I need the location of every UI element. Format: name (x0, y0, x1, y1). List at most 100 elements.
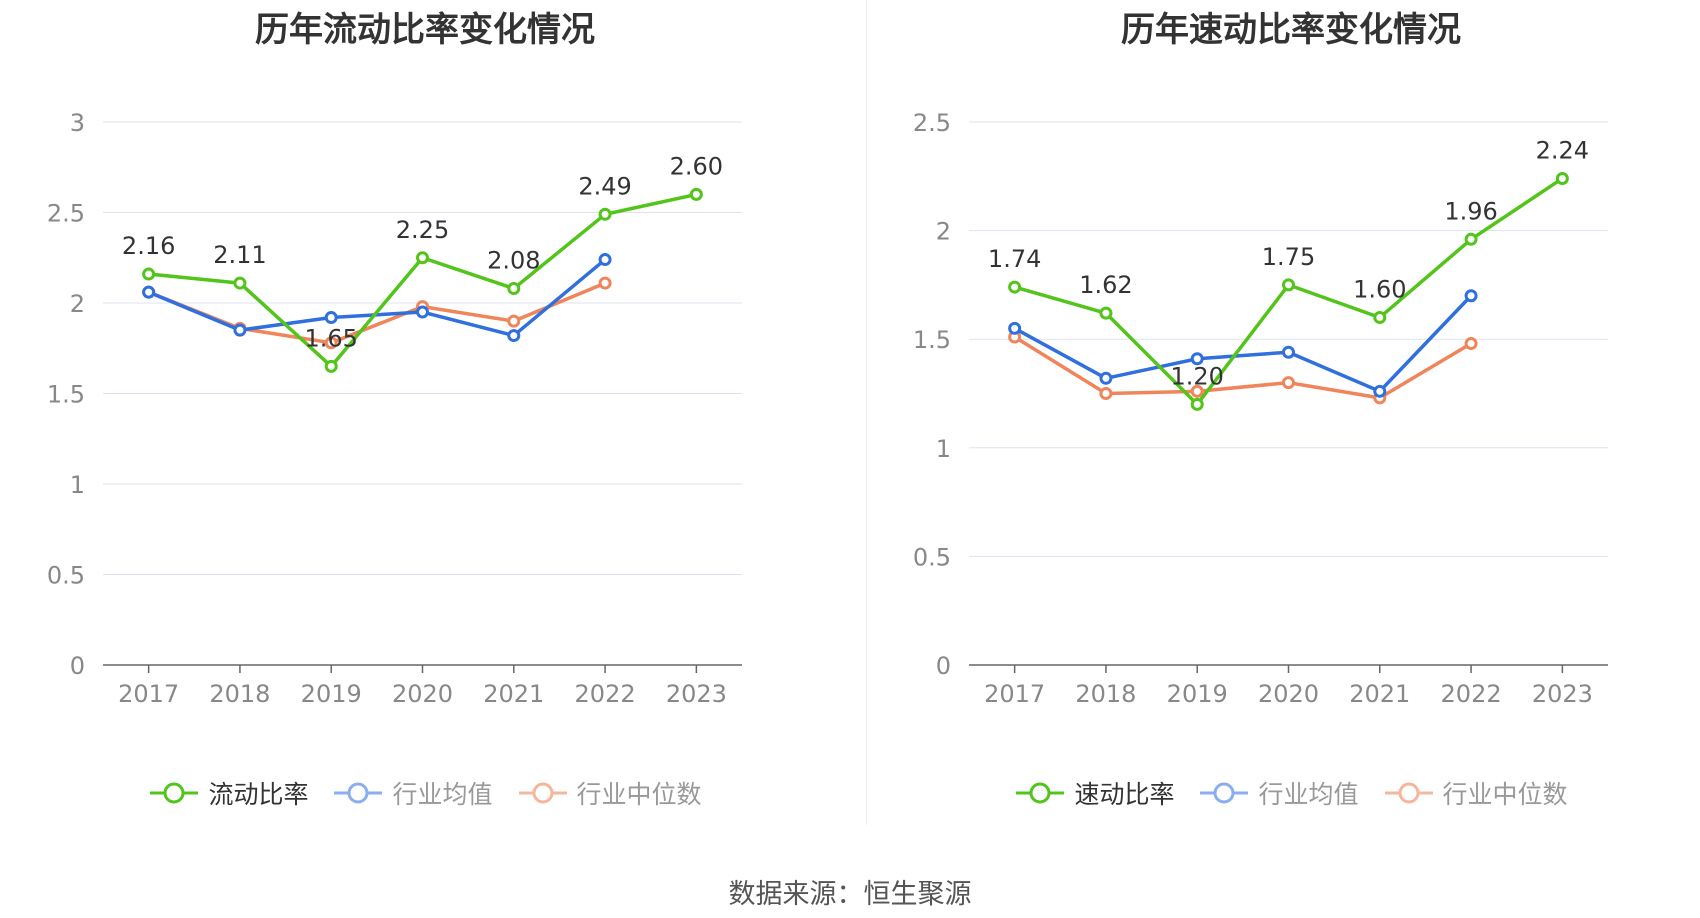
data-label: 1.75 (1262, 243, 1315, 271)
x-tick-label: 2021 (483, 680, 544, 708)
data-point (1190, 352, 1204, 366)
legend-label: 行业中位数 (576, 780, 702, 809)
data-point (324, 359, 338, 373)
x-tick-label: 2019 (301, 680, 362, 708)
legend-item-industry-mean[interactable]: 行业均值 (332, 775, 493, 811)
current-ratio-chart: 历年流动比率变化情况 0 0.5 1 1.5 2 2.5 3 2017 2018 2019 2020… (0, 0, 850, 830)
legend-label: 行业中位数 (1442, 780, 1568, 809)
data-point (324, 336, 338, 350)
data-label: 1.62 (1079, 271, 1132, 299)
legend-item-industry-mean[interactable]: 行业均值 (1198, 775, 1359, 811)
legend-item-quick-ratio[interactable]: 速动比率 (1014, 775, 1174, 811)
data-point (1464, 337, 1478, 351)
data-label: 2.16 (122, 232, 175, 260)
chart-title: 历年速动比率变化情况 (1121, 10, 1461, 50)
y-tick-label: 2.5 (47, 200, 85, 228)
data-point (1464, 289, 1478, 303)
x-tick-label: 2020 (392, 680, 453, 708)
data-point (233, 276, 247, 290)
data-point (142, 267, 156, 281)
data-point (324, 310, 338, 324)
series-line (1013, 335, 1472, 400)
current-ratio-plot: 0 0.5 1 1.5 2 2.5 3 2017 2018 2019 2020 2021 2022 202… (47, 109, 742, 708)
data-label: 2.60 (670, 152, 723, 180)
x-tick-label: 2021 (1349, 680, 1410, 708)
y-tick-label: 3 (70, 109, 85, 137)
data-label: 2.24 (1536, 136, 1589, 164)
legend-label: 行业均值 (392, 780, 493, 809)
data-point (1282, 345, 1295, 359)
data-label: 2.25 (396, 216, 449, 244)
panel-divider (866, 0, 867, 825)
y-tick-label: 1.5 (47, 381, 85, 409)
legend-label: 流动比率 (208, 780, 309, 809)
data-point (507, 329, 521, 343)
data-label: 2.49 (578, 172, 631, 200)
data-label: 1.74 (988, 245, 1041, 273)
data-point (233, 323, 247, 337)
x-tick-label: 2020 (1258, 680, 1319, 708)
legend: 流动比率 行业均值 行业中位数 (0, 775, 850, 811)
y-tick-label: 1.5 (913, 326, 951, 354)
x-tick-label: 2018 (1075, 680, 1136, 708)
quick-ratio-plot: 0 0.5 1 1.5 2 2.5 2017 2018 2019 2020 2021 2022 2023… (913, 109, 1608, 708)
data-label: 1.65 (304, 324, 357, 352)
legend-item-industry-median[interactable]: 行业中位数 (517, 775, 702, 811)
x-tick-label: 2019 (1167, 680, 1228, 708)
series-line (1013, 294, 1473, 394)
data-point (1008, 321, 1022, 335)
data-point (1190, 384, 1204, 398)
quick-ratio-chart: 历年速动比率变化情况 0 0.5 1 1.5 2 2.5 2017 2018 2019 2020 2… (866, 0, 1700, 830)
y-tick-label: 2 (70, 290, 85, 318)
chart-title: 历年流动比率变化情况 (255, 10, 595, 50)
data-point (507, 314, 521, 328)
legend-orange-line-icon (1384, 782, 1433, 804)
legend-label: 速动比率 (1074, 780, 1175, 809)
data-point (1008, 280, 1022, 294)
data-label: 1.20 (1170, 362, 1223, 390)
y-tick-label: 2.5 (913, 109, 951, 137)
data-point (416, 251, 429, 265)
data-point (416, 305, 429, 319)
legend-item-current-ratio[interactable]: 流动比率 (148, 775, 308, 811)
data-point (1282, 278, 1295, 292)
legend-green-line-icon (1016, 782, 1065, 804)
data-point (1099, 306, 1113, 320)
y-tick-label: 0 (70, 652, 85, 680)
data-point (1373, 310, 1387, 324)
x-tick-label: 2017 (118, 680, 179, 708)
y-tick-label: 2 (936, 218, 951, 246)
x-tick-label: 2022 (1441, 680, 1502, 708)
x-tick-label: 2023 (1532, 680, 1593, 708)
data-label: 1.96 (1444, 197, 1497, 225)
data-point (1464, 232, 1478, 246)
y-tick-label: 0.5 (47, 562, 85, 590)
data-point (1190, 397, 1204, 411)
data-point (598, 253, 612, 267)
data-point (1555, 171, 1569, 185)
x-tick-label: 2022 (575, 680, 636, 708)
legend-label: 行业均值 (1258, 780, 1359, 809)
data-point (142, 285, 156, 299)
legend-blue-line-icon (1200, 782, 1249, 804)
y-tick-label: 0 (936, 652, 951, 680)
data-source-note: 数据来源：恒生聚源 (728, 879, 972, 910)
data-point (1099, 371, 1113, 385)
x-tick-label: 2017 (984, 680, 1045, 708)
legend-orange-line-icon (518, 782, 567, 804)
x-tick-label: 2023 (666, 680, 727, 708)
legend-green-line-icon (150, 782, 199, 804)
y-tick-label: 1 (70, 471, 85, 499)
legend: 速动比率 行业均值 行业中位数 (866, 775, 1700, 811)
data-point (507, 282, 521, 296)
data-point (689, 187, 703, 201)
data-point (598, 276, 612, 290)
legend-item-industry-median[interactable]: 行业中位数 (1383, 775, 1568, 811)
data-label: 1.60 (1353, 275, 1406, 303)
data-point (1282, 376, 1295, 390)
data-point (1373, 384, 1387, 398)
legend-blue-line-icon (334, 782, 383, 804)
data-label: 2.11 (213, 241, 266, 269)
y-tick-label: 0.5 (913, 543, 951, 571)
data-point (598, 207, 612, 221)
